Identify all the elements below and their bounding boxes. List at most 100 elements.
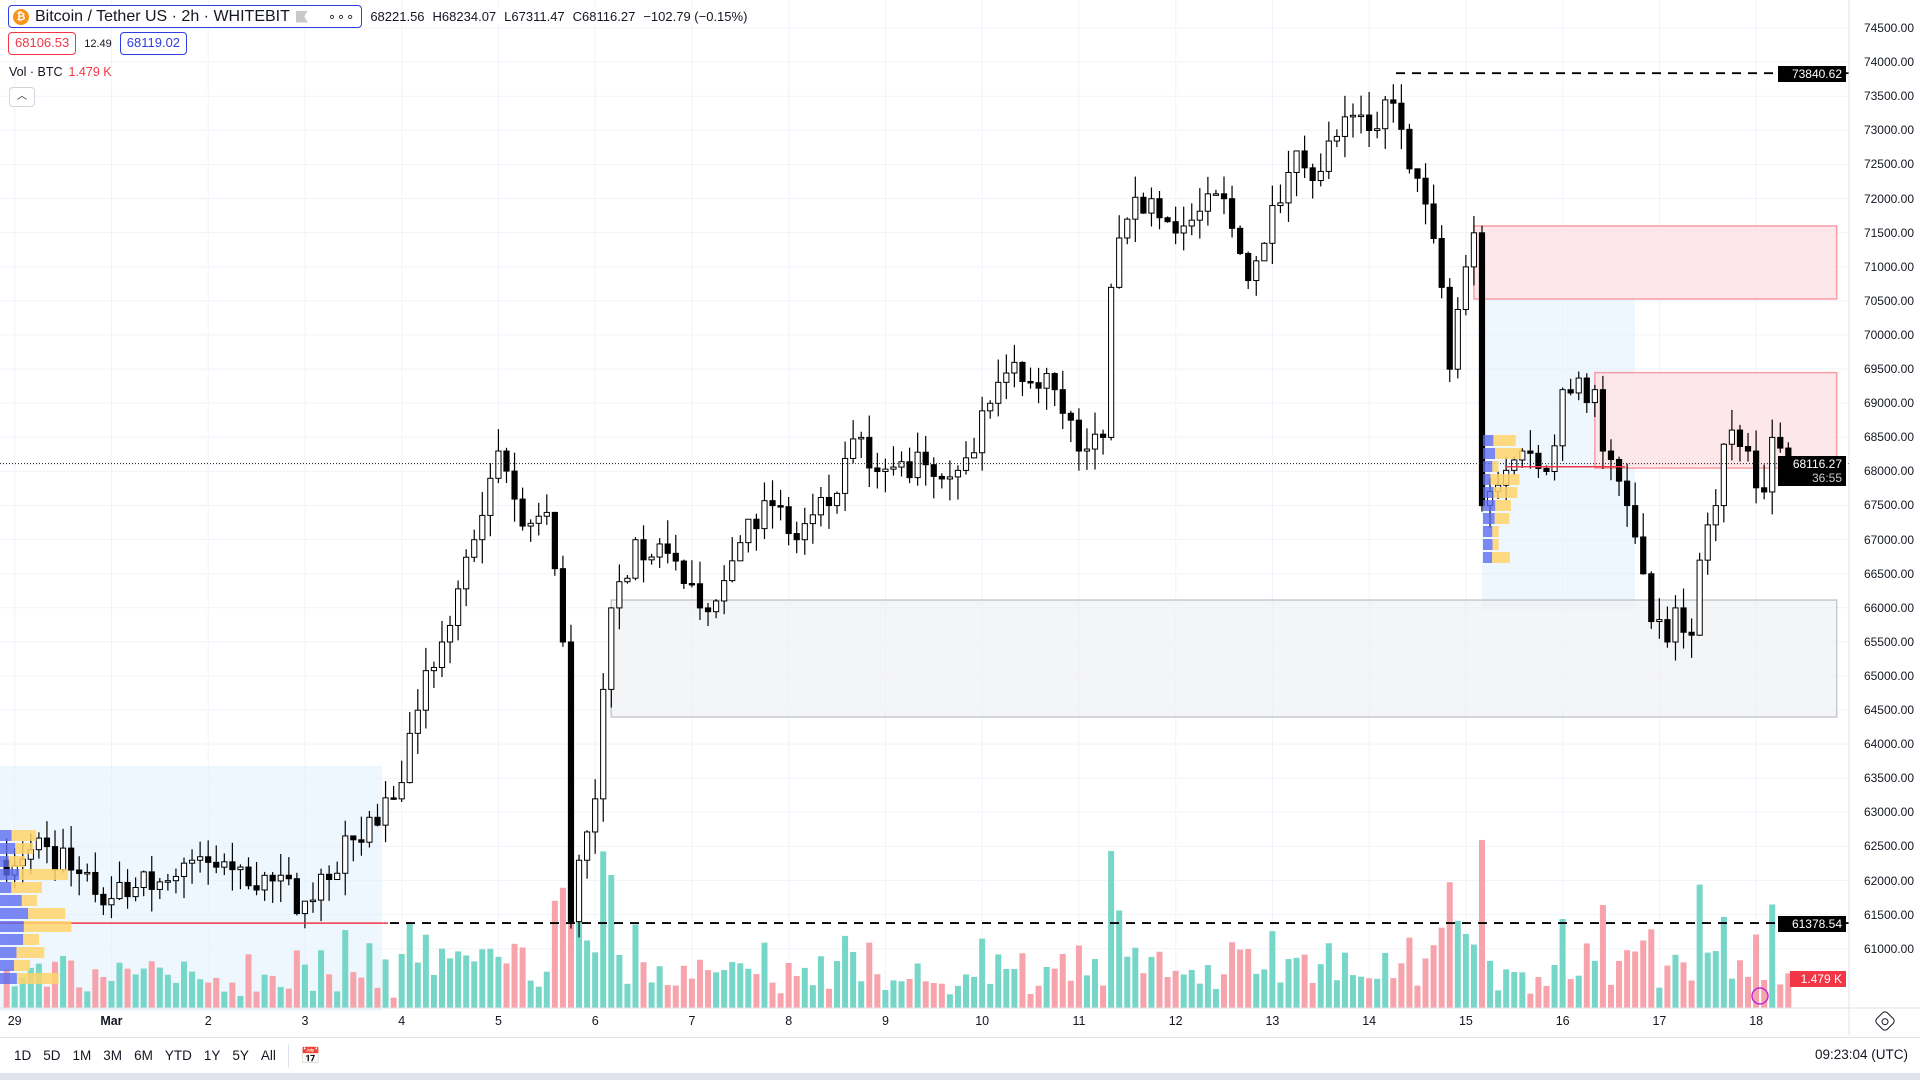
candle-up <box>1253 260 1260 282</box>
volume-bar <box>1059 954 1066 1008</box>
range-3m[interactable]: 3M <box>103 1048 123 1063</box>
candle-up <box>1285 171 1292 204</box>
bar-countdown: 36:55 <box>1811 471 1842 485</box>
volume-profile-bar <box>1483 448 1496 459</box>
volume-profile-bar <box>0 934 24 945</box>
candle-up <box>221 861 228 868</box>
candle-down <box>551 511 558 570</box>
volume-bar <box>414 962 421 1008</box>
volume-bar <box>1019 953 1026 1008</box>
volume-bar <box>358 977 365 1008</box>
candle-down <box>1414 168 1421 179</box>
volume-bar <box>1607 984 1614 1008</box>
volume-bar <box>696 959 703 1008</box>
candle-down <box>640 539 647 561</box>
volume-bar <box>705 970 712 1008</box>
range-1d[interactable]: 1D <box>14 1048 32 1063</box>
volume-bar <box>1164 976 1171 1008</box>
volume-bar <box>350 972 357 1008</box>
demand-zone <box>610 599 1838 718</box>
candle-up <box>801 523 808 541</box>
flag-icon[interactable] <box>295 10 308 23</box>
buy-button[interactable]: 68119.02 <box>119 32 188 55</box>
volume-profile-bar <box>1492 552 1510 563</box>
more-icon[interactable]: ∘∘∘ <box>327 8 356 24</box>
candle-up <box>1382 99 1389 130</box>
candle-up <box>59 847 67 871</box>
candle-up <box>656 543 663 558</box>
volume-bar <box>914 963 921 1008</box>
range-all[interactable]: All <box>260 1048 276 1063</box>
candle-up <box>954 469 962 478</box>
range-1y[interactable]: 1Y <box>203 1048 221 1063</box>
volume-bar <box>624 983 631 1008</box>
candle-down <box>1019 361 1026 382</box>
volume-bar <box>1075 945 1082 1008</box>
volume-profile-bar <box>0 856 9 867</box>
volume-profile-bar <box>28 908 66 919</box>
bitcoin-icon: ₿ <box>13 8 29 25</box>
volume-bar <box>664 985 671 1008</box>
candle-up <box>914 451 921 479</box>
range-ytd[interactable]: YTD <box>164 1048 192 1063</box>
time-tick: 15 <box>1458 1014 1473 1028</box>
volume-bar <box>1301 954 1308 1008</box>
time-tick: 18 <box>1749 1014 1764 1028</box>
volume-profile-bar <box>0 921 24 932</box>
candle-down <box>1632 505 1639 538</box>
volume-bar <box>406 923 413 1008</box>
candle-up <box>1728 429 1736 445</box>
candle-down <box>326 873 333 881</box>
candle-up <box>164 880 171 883</box>
volume-bar <box>334 991 341 1008</box>
volume-bar <box>43 986 50 1008</box>
candle-down <box>1478 232 1486 507</box>
range-5y[interactable]: 5Y <box>232 1048 249 1063</box>
collapse-legend-button[interactable]: ︿ <box>9 87 35 107</box>
candle-up <box>745 518 752 544</box>
volume-bar <box>1664 965 1671 1008</box>
volume-bar <box>906 979 913 1008</box>
volume-bar <box>309 990 316 1008</box>
volume-profile-bar <box>15 843 34 854</box>
volume-profile-bar <box>1492 526 1499 537</box>
candle-down <box>1761 487 1768 493</box>
candle-up <box>108 898 115 906</box>
volume-bar <box>1406 937 1413 1008</box>
volume-bar <box>487 948 494 1008</box>
candle-down <box>1535 452 1542 469</box>
volume-bar <box>519 947 526 1008</box>
volume-bar <box>1100 985 1107 1008</box>
symbol-title: Bitcoin / Tether US · 2h · WHITEBIT <box>35 7 290 25</box>
volume-bar <box>438 948 445 1008</box>
volume-bar <box>1382 952 1389 1008</box>
time-tick: 12 <box>1168 1014 1183 1028</box>
sell-button[interactable]: 68106.53 <box>8 32 77 55</box>
goto-date-icon[interactable]: 📅 <box>300 1047 321 1065</box>
price-chart[interactable] <box>0 0 1920 1035</box>
symbol-title-box[interactable]: ₿ Bitcoin / Tether US · 2h · WHITEBIT ∘∘… <box>8 5 363 28</box>
volume-bar <box>1551 964 1558 1008</box>
candle-up <box>850 438 857 459</box>
price-tick: 69000.00 <box>1863 396 1914 411</box>
volume-bar <box>382 959 389 1008</box>
candle-down <box>874 467 881 472</box>
candle-down <box>124 881 131 898</box>
price-tick: 61500.00 <box>1863 907 1914 922</box>
candle-up <box>382 797 389 826</box>
range-1m[interactable]: 1M <box>72 1048 92 1063</box>
range-5d[interactable]: 5D <box>43 1048 61 1063</box>
clock[interactable]: 09:23:04 (UTC) <box>1814 1047 1908 1062</box>
candle-down <box>1390 99 1397 104</box>
candle-down <box>930 464 937 477</box>
candle-down <box>1366 114 1373 131</box>
volume-bar <box>1503 969 1510 1008</box>
candle-up <box>1470 232 1478 268</box>
range-6m[interactable]: 6M <box>134 1048 153 1063</box>
volume-bar <box>301 964 308 1008</box>
volume-bar <box>269 975 276 1008</box>
candle-up <box>616 581 623 609</box>
volume-bar <box>1124 956 1131 1008</box>
candle-up <box>712 600 720 613</box>
volume-bar <box>858 981 865 1008</box>
